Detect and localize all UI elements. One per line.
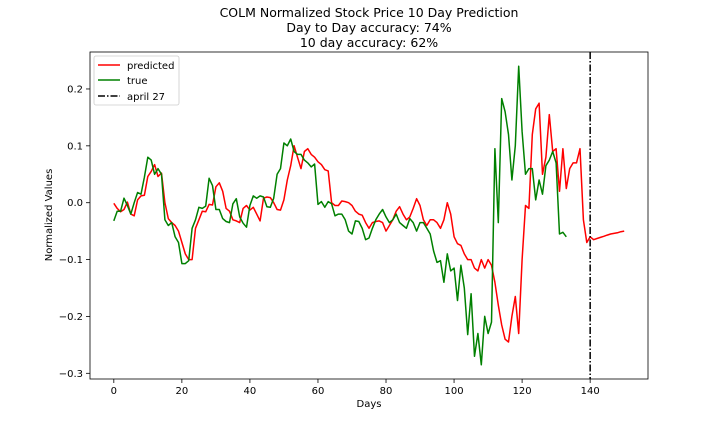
legend-box — [93, 55, 180, 106]
y-tick-label: 0.1 — [67, 141, 83, 152]
x-axis: 0 20 40 60 80 100 120 140 — [111, 379, 600, 397]
x-tick-label: 140 — [581, 386, 600, 397]
y-axis-label: Normalized Values — [44, 169, 55, 262]
x-tick-label: 40 — [244, 386, 257, 397]
chart-subtitle-day-accuracy: Day to Day accuracy: 74% — [286, 20, 451, 35]
y-axis: 0.2 0.1 0.0 −0.1 −0.2 −0.3 — [59, 84, 90, 380]
y-tick-label: −0.3 — [59, 369, 83, 380]
plot-area-frame — [89, 51, 649, 380]
legend-label-predicted: predicted — [127, 61, 174, 72]
series-line-true — [113, 65, 567, 366]
legend-label-true: true — [127, 76, 148, 87]
y-tick-label: 0.0 — [67, 198, 83, 209]
y-tick-label: −0.2 — [59, 312, 83, 323]
x-tick-label: 100 — [445, 386, 464, 397]
x-tick-label: 60 — [312, 386, 325, 397]
x-tick-label: 20 — [175, 386, 188, 397]
chart-subtitle-10day-accuracy: 10 day accuracy: 62% — [300, 35, 438, 50]
x-axis-label: Days — [357, 399, 382, 410]
series-line-predicted — [113, 102, 625, 343]
legend-label-april-27: april 27 — [127, 92, 165, 103]
plot-lines — [113, 52, 625, 379]
x-tick-label: 0 — [111, 386, 117, 397]
y-tick-label: −0.1 — [59, 255, 83, 266]
x-tick-label: 120 — [513, 386, 532, 397]
legend: predicted true april 27 — [93, 55, 180, 106]
chart-title: COLM Normalized Stock Price 10 Day Predi… — [220, 5, 519, 20]
x-tick-label: 80 — [380, 386, 393, 397]
y-tick-label: 0.2 — [67, 84, 83, 95]
